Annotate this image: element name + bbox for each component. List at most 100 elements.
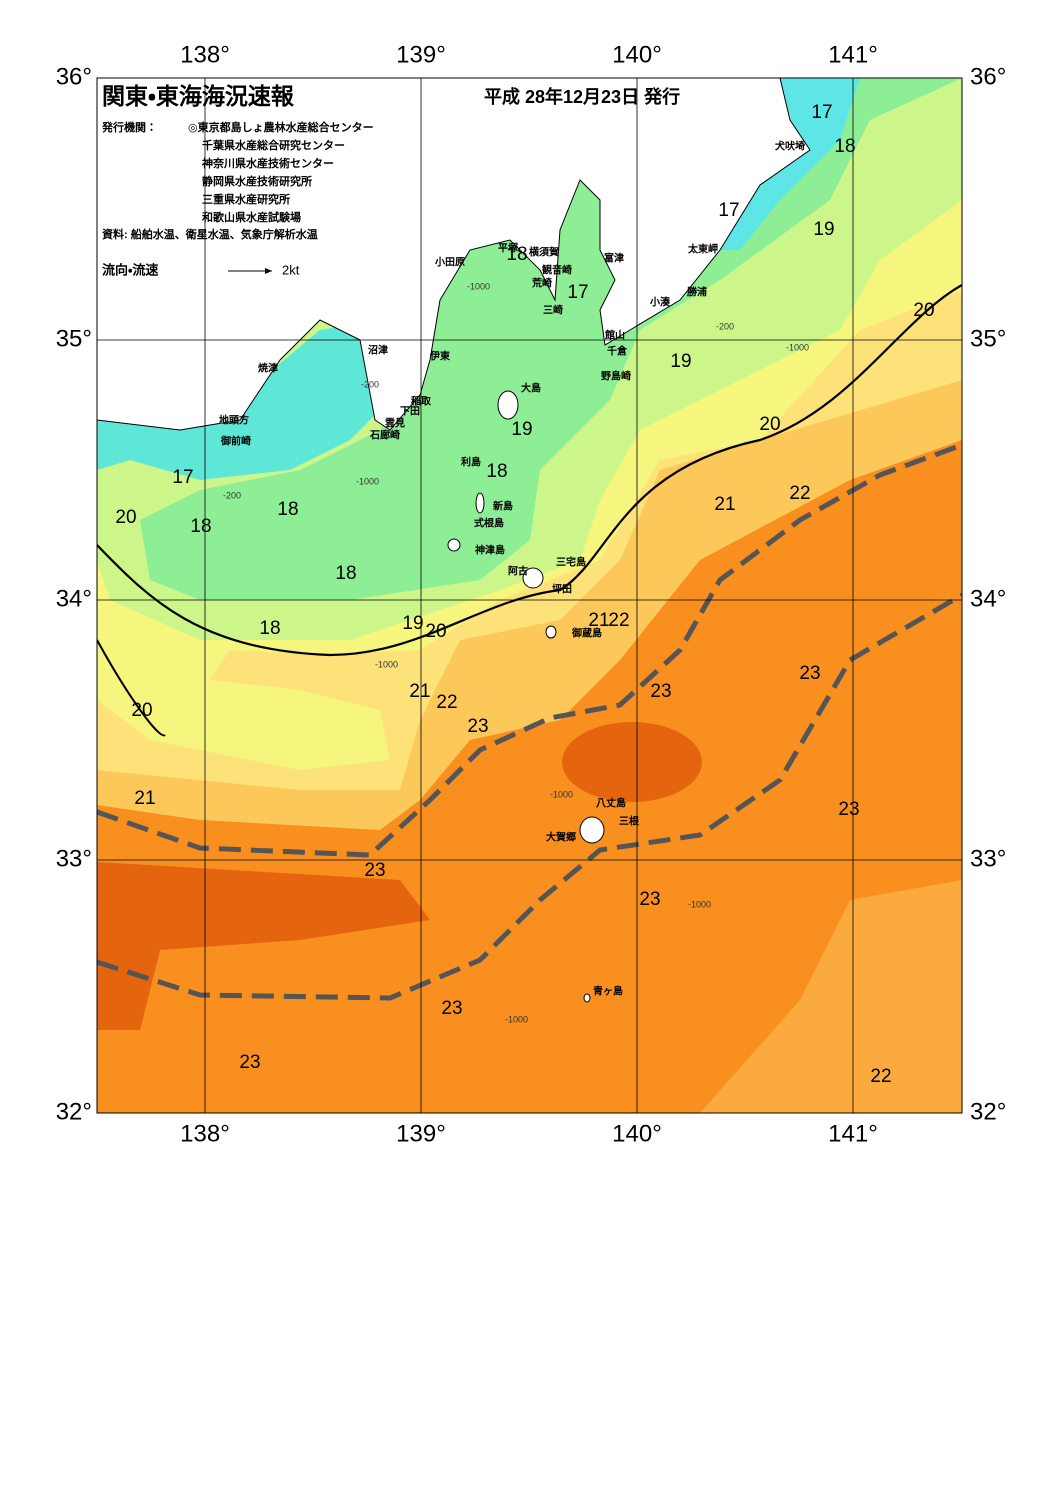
temperature-label: 23	[239, 1052, 260, 1073]
place-name: 平塚	[498, 242, 519, 255]
place-name: 小田原	[434, 256, 465, 269]
place-name: 観音崎	[542, 264, 572, 277]
kuroshio-axis	[97, 592, 962, 1001]
temperature-label: 18	[834, 136, 855, 157]
place-name: 利島	[461, 456, 481, 469]
issue-date: 平成 28年12月23日 発行	[484, 86, 680, 107]
temperature-label: 22	[789, 483, 810, 504]
place-name: 富津	[604, 252, 624, 265]
place-name: 稲取	[411, 395, 432, 408]
temperature-label: 20	[913, 300, 934, 321]
depth-label: -200	[361, 379, 379, 389]
place-name: 三根	[619, 815, 640, 828]
place-name: 神津島	[474, 544, 505, 557]
depth-label: -1000	[786, 342, 809, 352]
temperature-label: 19	[670, 351, 691, 372]
place-name: 式根島	[474, 517, 504, 530]
place-name: 勝浦	[687, 286, 707, 299]
temperature-label: 17	[718, 200, 739, 221]
place-name: 荒崎	[531, 277, 552, 290]
lat-label: 34°	[970, 585, 1006, 612]
depth-label: -1000	[550, 789, 573, 799]
place-name: 犬吠埼	[775, 140, 805, 153]
map-fill	[97, 78, 962, 1113]
temperature-label: 23	[364, 860, 385, 881]
lon-label: 141°	[828, 1120, 878, 1147]
place-name: 横須賀	[529, 246, 559, 259]
lat-label: 34°	[56, 585, 92, 612]
sea-24	[97, 862, 430, 1030]
temperature-label: 22	[436, 692, 457, 713]
temperature-label: 23	[441, 998, 462, 1019]
temperature-label: 23	[467, 716, 488, 737]
island	[497, 390, 519, 420]
place-name: 坪田	[552, 583, 572, 596]
place-name: 沼津	[368, 344, 388, 357]
place-name: 下田	[400, 406, 420, 418]
temperature-label: 20	[759, 414, 780, 435]
legend-arrow-head	[265, 268, 272, 274]
lon-label: 140°	[612, 1120, 662, 1147]
lat-label: 36°	[970, 63, 1006, 90]
island	[583, 993, 591, 1003]
place-name: 石廊崎	[369, 429, 400, 442]
temperature-label: 23	[799, 663, 820, 684]
lon-label: 139°	[396, 1120, 446, 1147]
temperature-label: 21	[409, 681, 430, 702]
lat-label: 33°	[56, 845, 92, 872]
temperature-label: 21	[714, 494, 735, 515]
islands	[447, 390, 605, 1003]
issuer: ◎東京都島しょ農林水産総合センター	[188, 120, 374, 134]
island	[522, 567, 544, 589]
island	[447, 538, 461, 552]
issuer: 千葉県水産総合研究センター	[202, 138, 345, 152]
legend-label: 流向・流速	[102, 262, 158, 277]
lon-label: 138°	[180, 41, 230, 68]
place-name: 三崎	[543, 304, 563, 317]
depth-label: -1000	[375, 659, 398, 669]
place-name: 青ヶ島	[593, 985, 623, 998]
place-name: 館山	[604, 329, 625, 342]
temperature-label: 20	[425, 621, 446, 642]
issuer: 和歌山県水産試験場	[202, 210, 301, 224]
temperature-label: 21	[134, 788, 155, 809]
place-name: 御蔵島	[571, 627, 602, 640]
temperature-label: 17	[172, 467, 193, 488]
island	[475, 492, 485, 514]
lon-label: 141°	[828, 41, 878, 68]
issuer: 三重県水産研究所	[202, 192, 290, 206]
lat-label: 36°	[56, 63, 92, 90]
place-name: 新島	[492, 500, 513, 513]
temperature-label: 19	[402, 613, 423, 634]
temperature-label: 19	[511, 419, 532, 440]
temperature-label: 18	[486, 461, 507, 482]
issuer: 静岡県水産技術研究所	[202, 174, 312, 188]
temperature-label: 23	[838, 799, 859, 820]
issuer: 神奈川県水産技術センター	[201, 156, 334, 170]
temperature-label: 23	[639, 889, 660, 910]
depth-label: -1000	[688, 899, 711, 909]
temperature-label: 23	[650, 681, 671, 702]
lon-label: 140°	[612, 41, 662, 68]
place-name: 八丈島	[596, 797, 626, 810]
lat-label: 32°	[56, 1098, 92, 1125]
temperature-label: 22	[870, 1066, 891, 1087]
place-name: 雲見	[385, 418, 405, 430]
temperature-label: 18	[506, 244, 527, 265]
place-name: 地頭方	[219, 414, 249, 427]
island	[545, 625, 557, 639]
place-name: 野島崎	[601, 370, 631, 383]
temperature-label: 18	[335, 563, 356, 584]
issuer-label: 発行機関：	[101, 120, 157, 134]
lat-label: 32°	[970, 1098, 1006, 1125]
temperature-label: 21	[588, 610, 609, 631]
depth-label: -1000	[356, 476, 379, 486]
place-name: 小湊	[649, 296, 671, 309]
contour-line	[97, 639, 166, 737]
sources: 資料: 船舶水温、衛星水温、気象庁解析水温	[102, 227, 318, 241]
lat-label: 35°	[970, 325, 1006, 352]
temperature-label: 17	[567, 282, 588, 303]
depth-label: -1000	[467, 281, 490, 291]
temperature-label: 22	[608, 610, 629, 631]
